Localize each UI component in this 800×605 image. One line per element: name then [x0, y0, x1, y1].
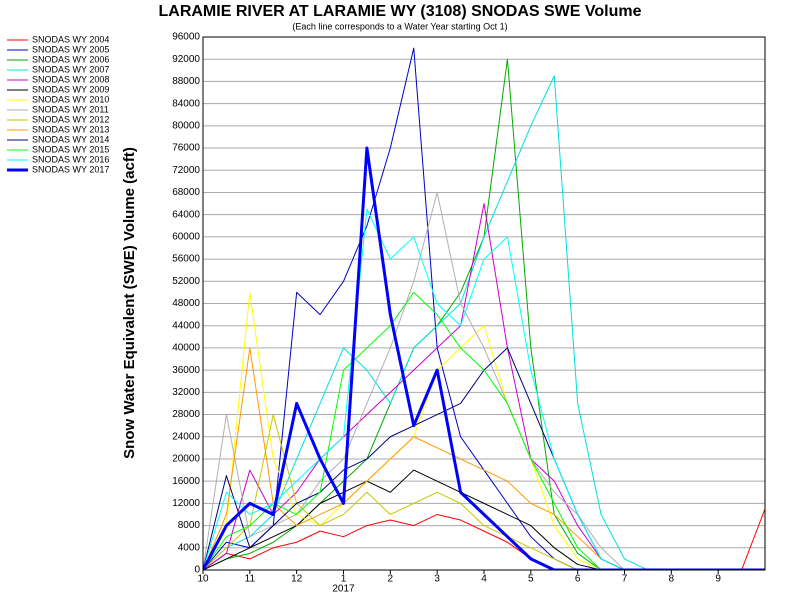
y-axis-label: Snow Water Equivalent (SWE) Volume (acft…	[121, 147, 138, 459]
y-tick-label: 76000	[172, 143, 200, 154]
y-tick-label: 0	[194, 565, 200, 576]
legend-label: SNODAS WY 2006	[32, 54, 109, 64]
y-tick-label: 20000	[172, 454, 200, 465]
legend-label: SNODAS WY 2014	[32, 134, 109, 144]
y-tick-label: 4000	[178, 542, 201, 553]
y-tick-label: 16000	[172, 476, 200, 487]
x-tick-label: 9	[715, 574, 721, 585]
legend-label: SNODAS WY 2009	[32, 84, 109, 94]
y-tick-label: 88000	[172, 76, 200, 87]
x-tick-label: 3	[434, 574, 440, 585]
legend-label: SNODAS WY 2010	[32, 94, 109, 104]
y-tick-label: 48000	[172, 298, 200, 309]
y-tick-label: 84000	[172, 98, 200, 109]
series-line	[203, 291, 765, 570]
y-tick-label: 52000	[172, 276, 200, 287]
series-line	[203, 469, 765, 570]
series-line	[203, 146, 765, 570]
y-tick-label: 12000	[172, 498, 200, 509]
y-tick-label: 24000	[172, 431, 200, 442]
y-tick-label: 72000	[172, 165, 200, 176]
legend-label: SNODAS WY 2011	[32, 104, 109, 114]
series-line	[203, 208, 765, 570]
legend-label: SNODAS WY 2012	[32, 114, 109, 124]
y-tick-label: 36000	[172, 365, 200, 376]
y-tick-label: 96000	[172, 32, 200, 43]
y-tick-label: 32000	[172, 387, 200, 398]
y-tick-label: 60000	[172, 232, 200, 243]
legend-label: SNODAS WY 2015	[32, 144, 109, 154]
x-tick-label: 10	[197, 574, 209, 585]
x-tick-label: 1	[341, 574, 347, 585]
x-tick-label: 4	[481, 574, 487, 585]
y-tick-label: 28000	[172, 409, 200, 420]
legend-label: SNODAS WY 2016	[32, 154, 109, 164]
lines	[203, 47, 765, 570]
chart-subtitle: (Each line corresponds to a Water Year s…	[292, 21, 507, 31]
x-tick-label: 6	[575, 574, 581, 585]
series-line	[203, 347, 765, 570]
y-tick-label: 8000	[178, 520, 201, 531]
y-tick-label: 92000	[172, 54, 200, 65]
series-line	[203, 508, 765, 570]
x-tick-label: 7	[622, 574, 628, 585]
chart-title: LARAMIE RIVER AT LARAMIE WY (3108) SNODA…	[158, 3, 641, 20]
legend-label: SNODAS WY 2017	[32, 164, 109, 174]
x-tick-label: 11	[245, 574, 256, 585]
series-line	[203, 203, 765, 570]
x-tick-label: 5	[528, 574, 534, 585]
y-tick-label: 44000	[172, 320, 200, 331]
series-line	[203, 75, 765, 570]
x-tick-label: 12	[291, 574, 303, 585]
legend-label: SNODAS WY 2007	[32, 64, 109, 74]
legend-label: SNODAS WY 2004	[32, 34, 109, 44]
y-tick-label: 68000	[172, 187, 200, 198]
y-tick-label: 56000	[172, 254, 200, 265]
legend-label: SNODAS WY 2005	[32, 44, 109, 54]
x-year-label: 2017	[332, 584, 355, 595]
legend-label: SNODAS WY 2013	[32, 124, 109, 134]
y-tick-label: 80000	[172, 120, 200, 131]
x-tick-label: 2	[388, 574, 394, 585]
x-tick-label: 8	[669, 574, 675, 585]
y-tick-label: 40000	[172, 343, 200, 354]
series-line	[203, 291, 765, 570]
y-tick-label: 64000	[172, 209, 200, 220]
legend-label: SNODAS WY 2008	[32, 74, 109, 84]
